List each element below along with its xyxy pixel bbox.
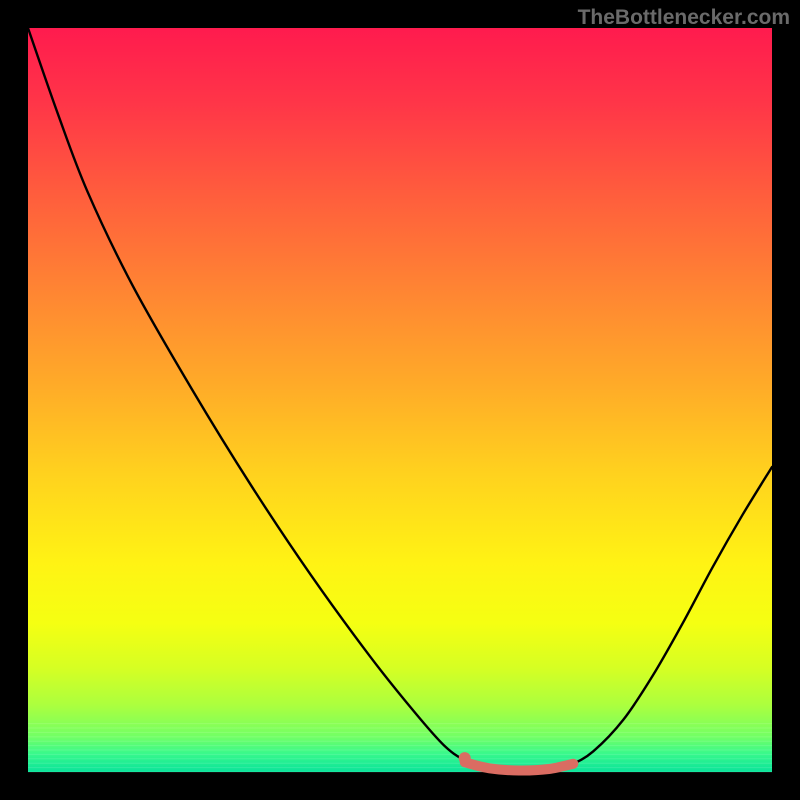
watermark-text: TheBottlenecker.com [578, 6, 790, 30]
chart-svg [0, 0, 800, 800]
bottleneck-chart: TheBottlenecker.com [0, 0, 800, 800]
